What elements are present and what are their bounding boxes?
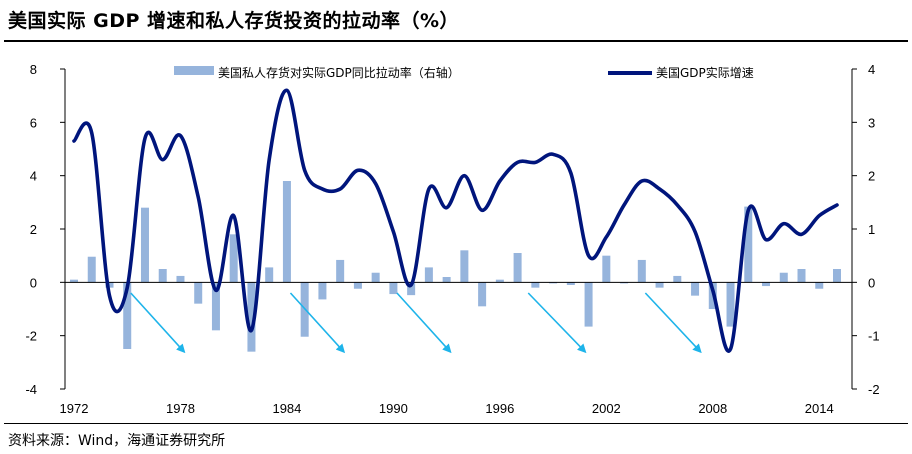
inventory-bar-1975 <box>123 282 132 349</box>
right-tick-label: 4 <box>868 62 875 77</box>
left-axis: -4 -2 0 2 4 6 8 <box>25 62 65 397</box>
right-tick-label: -2 <box>868 382 880 397</box>
source-divider <box>4 423 908 424</box>
inventory-bar-1986 <box>318 282 327 300</box>
inventory-bars <box>70 181 841 352</box>
inventory-bar-1988 <box>353 282 362 289</box>
inventory-bar-2001 <box>584 282 593 327</box>
left-tick-label: 8 <box>30 62 37 77</box>
x-tick-label: 1978 <box>166 401 195 416</box>
legend: 美国私人存货对实际GDP同比拉动率（右轴） 美国GDP实际增速 <box>174 65 754 80</box>
right-tick-label: 3 <box>868 115 875 130</box>
inventory-bar-1991 <box>407 282 416 296</box>
inventory-bar-1990 <box>389 282 398 295</box>
gdp-line <box>72 88 839 353</box>
right-axis: -2 -1 0 1 2 3 4 <box>852 62 880 397</box>
inventory-bar-1973 <box>87 256 96 283</box>
inventory-bar-1980 <box>211 282 220 331</box>
inventory-bar-1987 <box>336 259 345 283</box>
inventory-bar-1981 <box>229 234 238 283</box>
chart-title: 美国实际 GDP 增速和私人存货投资的拉动率（%） <box>8 10 460 32</box>
inventory-bar-2013 <box>797 269 806 283</box>
x-tick-label: 2008 <box>698 401 727 416</box>
left-tick-label: 0 <box>30 275 37 290</box>
title-divider <box>4 40 908 42</box>
inventory-bar-1989 <box>371 272 380 283</box>
inventory-bar-1984 <box>282 181 291 283</box>
inventory-bar-1997 <box>513 253 522 283</box>
left-tick-label: -2 <box>25 329 37 344</box>
inventory-bar-1979 <box>194 282 203 304</box>
left-tick-label: 6 <box>30 115 37 130</box>
inventory-bar-1993 <box>442 277 451 283</box>
gdp-growth-line <box>72 88 839 353</box>
inventory-bar-1982 <box>247 282 256 352</box>
trend-arrow-4 <box>527 292 587 354</box>
inventory-bar-1972 <box>70 279 78 283</box>
inventory-bar-1995 <box>478 282 487 307</box>
legend-line-label: 美国GDP实际增速 <box>656 65 754 80</box>
inventory-bar-2002 <box>602 255 611 283</box>
x-tick-label: 2014 <box>805 401 834 416</box>
inventory-bar-2015 <box>833 269 841 283</box>
trend-arrow-5 <box>644 292 702 354</box>
inventory-bar-2006 <box>673 275 682 283</box>
legend-bar-label: 美国私人存货对实际GDP同比拉动率（右轴） <box>218 65 460 80</box>
left-tick-label: 4 <box>30 169 37 184</box>
x-tick-label: 2002 <box>592 401 621 416</box>
inventory-bar-1983 <box>265 267 274 283</box>
inventory-bar-1976 <box>140 207 149 283</box>
inventory-bar-1998 <box>531 282 540 288</box>
inventory-bar-2009 <box>726 282 735 327</box>
trend-arrow-3 <box>396 292 452 354</box>
arrow-annotations <box>130 292 702 354</box>
x-tick-label: 1984 <box>272 401 301 416</box>
right-tick-label: 0 <box>868 275 875 290</box>
inventory-bar-1994 <box>460 250 469 283</box>
left-tick-label: -4 <box>25 382 37 397</box>
inventory-bar-1992 <box>424 267 433 283</box>
trend-arrow-1 <box>130 292 186 354</box>
inventory-bar-2007 <box>691 282 700 296</box>
trend-arrow-2 <box>289 292 346 354</box>
right-tick-label: 2 <box>868 169 875 184</box>
inventory-bar-1999 <box>549 282 558 284</box>
inventory-bar-2011 <box>762 282 771 287</box>
inventory-bar-1996 <box>495 279 504 283</box>
left-tick-label: 2 <box>30 222 37 237</box>
right-tick-label: -1 <box>868 329 880 344</box>
x-tick-label: 1990 <box>379 401 408 416</box>
legend-bar-swatch <box>174 66 214 75</box>
gdp-inventory-chart: -4 -2 0 2 4 6 8 -2 -1 0 1 2 3 4 1972 1978 1984 1990 1996… <box>25 62 880 416</box>
inventory-bar-2003 <box>620 282 629 284</box>
inventory-bar-1978 <box>176 275 185 283</box>
right-tick-label: 1 <box>868 222 875 237</box>
x-tick-label: 1972 <box>60 401 89 416</box>
inventory-bar-1977 <box>158 269 167 283</box>
inventory-bar-2000 <box>566 282 575 285</box>
source-note: 资料来源：Wind，海通证券研究所 <box>8 433 226 449</box>
inventory-bar-2014 <box>815 282 824 289</box>
x-tick-label: 1996 <box>485 401 514 416</box>
x-axis: 1972 1978 1984 1990 1996 2002 2008 2014 <box>60 401 834 416</box>
inventory-bar-2010 <box>744 206 753 283</box>
inventory-bar-2012 <box>779 272 788 283</box>
inventory-bar-2005 <box>655 282 664 288</box>
inventory-bar-2004 <box>637 259 646 283</box>
